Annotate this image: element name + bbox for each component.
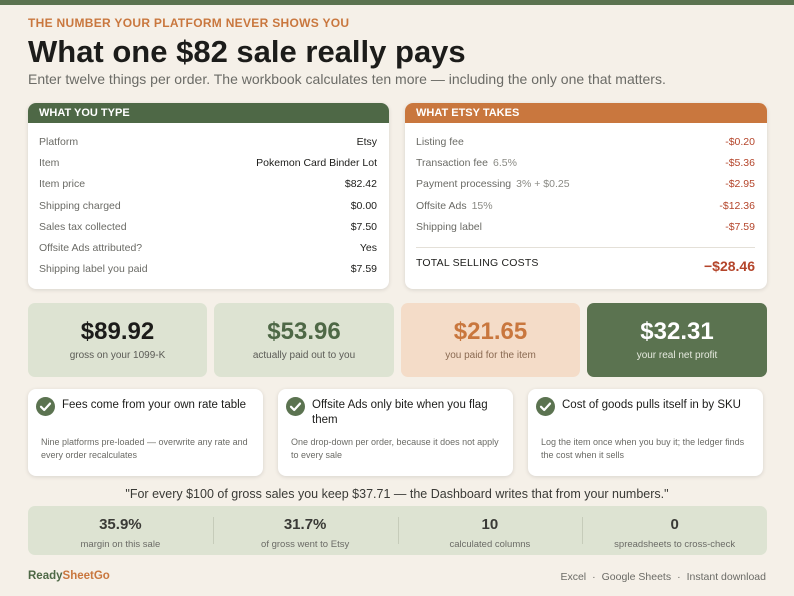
total-row: TOTAL SELLING COSTS −$28.46 bbox=[416, 252, 755, 274]
input-row-label: Shipping charged bbox=[39, 199, 121, 212]
metric-spreadsheets: 0 spreadsheets to cross-check bbox=[582, 506, 767, 555]
eyebrow: THE NUMBER YOUR PLATFORM NEVER SHOWS YOU bbox=[28, 16, 350, 30]
input-row-value: $7.50 bbox=[350, 220, 377, 233]
cost-row-value: -$0.20 bbox=[725, 135, 755, 148]
metric-label: calculated columns bbox=[449, 539, 531, 550]
cost-row-rate: 6.5% bbox=[492, 156, 517, 169]
brand-name-part: SheetGo bbox=[62, 570, 110, 582]
cost-row-label: Shipping label bbox=[416, 220, 482, 233]
stat-label: you paid for the item bbox=[445, 350, 536, 361]
cost-row-value: -$5.36 bbox=[725, 156, 755, 169]
input-row: Platform Etsy bbox=[39, 131, 377, 152]
stat-label: actually paid out to you bbox=[252, 350, 356, 361]
separator: · bbox=[592, 571, 596, 583]
input-row: Offsite Ads attributed? Yes bbox=[39, 237, 377, 258]
brand-name-part: Ready bbox=[28, 570, 63, 582]
brand-logo: ReadySheetGo bbox=[28, 570, 110, 582]
stat-value: $89.92 bbox=[80, 318, 155, 345]
feature-body: Log the item once when you buy it; the l… bbox=[541, 437, 745, 460]
feature-card: Cost of goods pulls itself in by SKU Log… bbox=[528, 389, 763, 476]
feature-card: Fees come from your own rate table Nine … bbox=[28, 389, 263, 476]
input-row-label: Item price bbox=[39, 178, 86, 191]
cost-row: Shipping label -$7.59 bbox=[416, 216, 755, 237]
input-panel-heading: WHAT YOU TYPE bbox=[28, 103, 389, 123]
metric-columns: 10 calculated columns bbox=[397, 506, 583, 555]
feature-body: Nine platforms pre-loaded — overwrite an… bbox=[41, 437, 248, 460]
metric-value: 35.9% bbox=[99, 516, 142, 533]
input-row-label: Item bbox=[39, 156, 60, 169]
input-row-value: $0.00 bbox=[350, 199, 377, 212]
cost-row-rate: 3% + $0.25 bbox=[516, 178, 570, 191]
stat-label: gross on your 1099-K bbox=[69, 350, 166, 361]
summary-quote: "For every $100 of gross sales you keep … bbox=[125, 487, 669, 501]
cost-row-value: -$12.36 bbox=[719, 199, 755, 212]
stat-payout: $53.96 actually paid out to you bbox=[214, 303, 394, 377]
feature-title: Cost of goods pulls itself in by SKU bbox=[562, 399, 741, 411]
metric-platform-share: 31.7% of gross went to Etsy bbox=[212, 506, 398, 555]
feature-title: Offsite Ads only bite when you flag them bbox=[312, 399, 488, 426]
divider bbox=[416, 247, 755, 249]
total-value: −$28.46 bbox=[704, 258, 755, 275]
input-row-value: $7.59 bbox=[350, 263, 377, 276]
format-list: Excel · Google Sheets · Instant download bbox=[560, 571, 766, 583]
cost-row: Transaction fee 6.5% -$5.36 bbox=[416, 152, 755, 173]
input-row: Item Pokemon Card Binder Lot bbox=[39, 152, 377, 173]
input-row-label: Sales tax collected bbox=[39, 220, 127, 233]
metric-label: of gross went to Etsy bbox=[261, 539, 350, 550]
checkmark-icon bbox=[36, 397, 55, 416]
metric-label: margin on this sale bbox=[80, 539, 161, 550]
total-label: TOTAL SELLING COSTS bbox=[416, 257, 539, 270]
stat-value: $32.31 bbox=[640, 318, 714, 345]
page-subtitle: Enter twelve things per order. The workb… bbox=[28, 71, 666, 87]
metric-margin: 35.9% margin on this sale bbox=[28, 506, 213, 555]
input-row-value: Etsy bbox=[356, 135, 377, 148]
checkmark-icon bbox=[536, 397, 555, 416]
stat-value: $21.65 bbox=[453, 318, 528, 345]
cost-row-label: Listing fee bbox=[416, 135, 464, 148]
page-title: What one $82 sale really pays bbox=[28, 34, 466, 69]
cost-row-rate: 15% bbox=[471, 199, 493, 212]
input-row-value: $82.42 bbox=[344, 178, 377, 191]
metric-value: 0 bbox=[670, 516, 679, 533]
input-row-label: Platform bbox=[39, 135, 79, 148]
cost-panel: WHAT ETSY TAKES Listing fee -$0.20 Transa… bbox=[405, 103, 767, 289]
cost-row-label: Offsite Ads bbox=[416, 199, 467, 212]
cost-row-label: Transaction fee bbox=[416, 156, 488, 169]
top-accent-bar bbox=[0, 0, 794, 5]
cost-row-label: Payment processing bbox=[416, 178, 512, 191]
metric-label: spreadsheets to cross-check bbox=[614, 539, 736, 550]
input-row-label: Shipping label you paid bbox=[39, 263, 148, 276]
checkmark-icon bbox=[286, 397, 305, 416]
cost-panel-heading: WHAT ETSY TAKES bbox=[405, 103, 767, 123]
stat-item-cost: $21.65 you paid for the item bbox=[401, 303, 580, 377]
input-row-value: Pokemon Card Binder Lot bbox=[256, 156, 377, 169]
cost-row-value: -$2.95 bbox=[725, 178, 755, 191]
cost-row: Payment processing 3% + $0.25 -$2.95 bbox=[416, 174, 755, 195]
stat-net-profit: $32.31 your real net profit bbox=[587, 303, 767, 377]
format-item: Excel bbox=[560, 571, 587, 583]
feature-title: Fees come from your own rate table bbox=[62, 399, 247, 411]
input-row: Shipping charged $0.00 bbox=[39, 195, 377, 216]
format-item: Google Sheets bbox=[601, 571, 672, 583]
stat-value: $53.96 bbox=[267, 318, 341, 345]
metrics-strip: 35.9% margin on this sale 31.7% of gross… bbox=[28, 506, 767, 555]
input-row-label: Offsite Ads attributed? bbox=[39, 242, 143, 255]
stat-gross: $89.92 gross on your 1099-K bbox=[28, 303, 207, 377]
cost-row-value: -$7.59 bbox=[725, 220, 755, 233]
feature-body: One drop-down per order, because it does… bbox=[291, 437, 499, 460]
stat-label: your real net profit bbox=[636, 350, 718, 361]
input-row: Sales tax collected $7.50 bbox=[39, 216, 377, 237]
cost-row: Listing fee -$0.20 bbox=[416, 131, 755, 152]
feature-card: Offsite Ads only bite when you flag them… bbox=[278, 389, 513, 476]
input-row-value: Yes bbox=[359, 242, 377, 255]
metric-value: 10 bbox=[481, 516, 499, 533]
input-row: Item price $82.42 bbox=[39, 174, 377, 195]
format-item: Instant download bbox=[686, 571, 766, 583]
cost-row: Offsite Ads 15% -$12.36 bbox=[416, 195, 755, 216]
input-panel: WHAT YOU TYPE Platform Etsy Item Pokemon C… bbox=[28, 103, 389, 289]
separator: · bbox=[677, 571, 681, 583]
metric-value: 31.7% bbox=[283, 516, 327, 533]
input-row: Shipping label you paid $7.59 bbox=[39, 259, 377, 280]
